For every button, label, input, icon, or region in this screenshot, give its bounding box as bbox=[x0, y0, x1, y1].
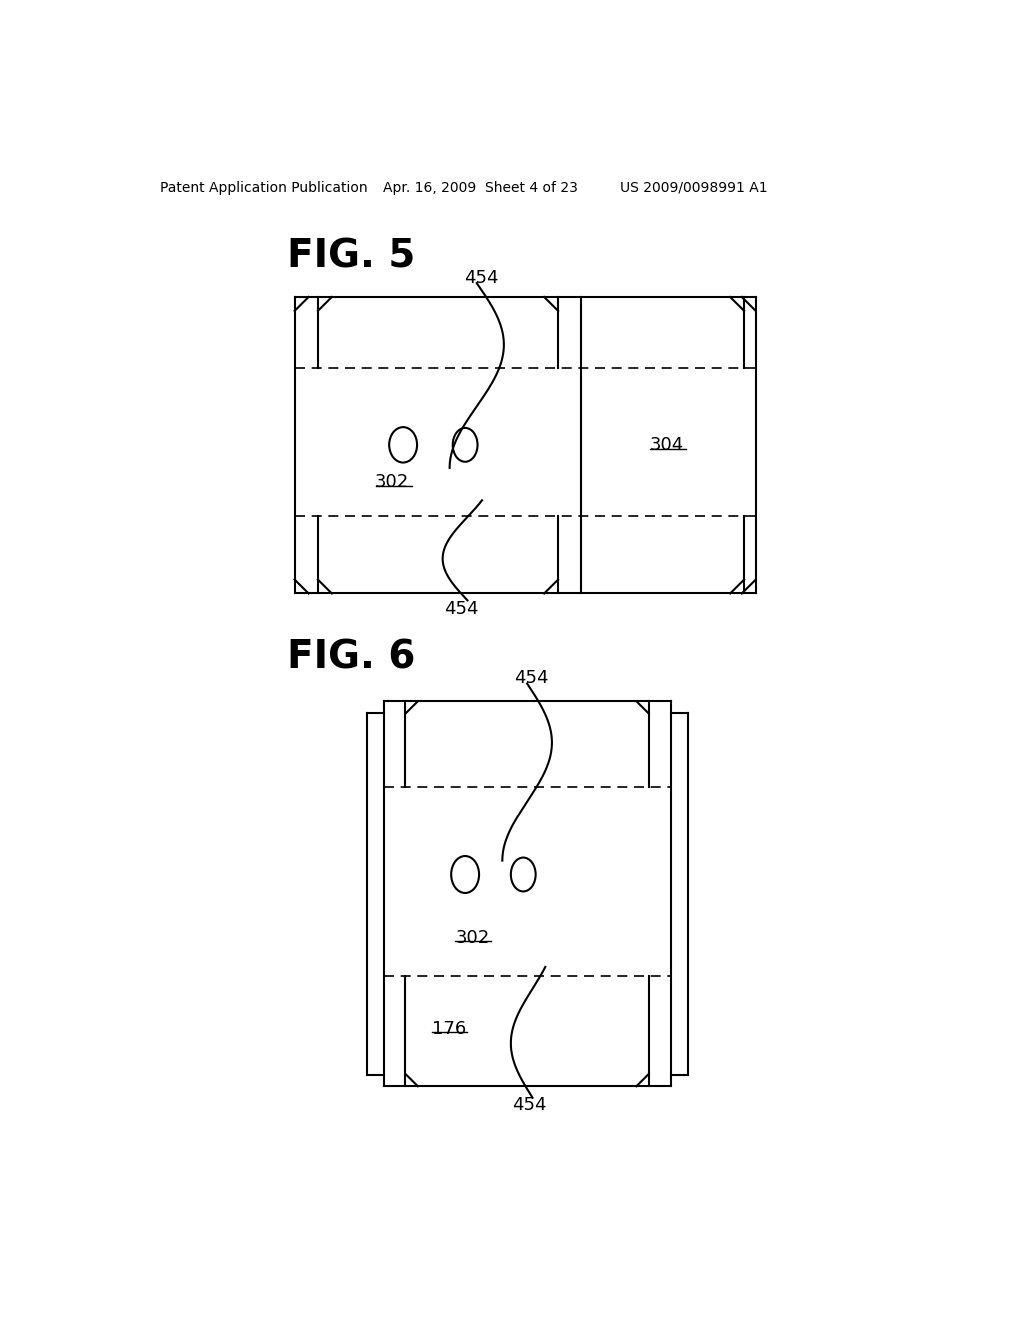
Text: 454: 454 bbox=[512, 1097, 547, 1114]
Text: Patent Application Publication: Patent Application Publication bbox=[160, 181, 368, 194]
Text: 454: 454 bbox=[444, 599, 478, 618]
Text: FIG. 6: FIG. 6 bbox=[287, 639, 416, 676]
Text: 176: 176 bbox=[432, 1019, 467, 1038]
Text: FIG. 5: FIG. 5 bbox=[287, 238, 416, 276]
Text: 302: 302 bbox=[456, 929, 490, 946]
Text: 302: 302 bbox=[375, 473, 409, 491]
Text: 454: 454 bbox=[514, 669, 548, 688]
Text: US 2009/0098991 A1: US 2009/0098991 A1 bbox=[620, 181, 768, 194]
Text: Apr. 16, 2009  Sheet 4 of 23: Apr. 16, 2009 Sheet 4 of 23 bbox=[383, 181, 579, 194]
Text: 304: 304 bbox=[649, 436, 684, 454]
Text: 454: 454 bbox=[464, 269, 499, 286]
